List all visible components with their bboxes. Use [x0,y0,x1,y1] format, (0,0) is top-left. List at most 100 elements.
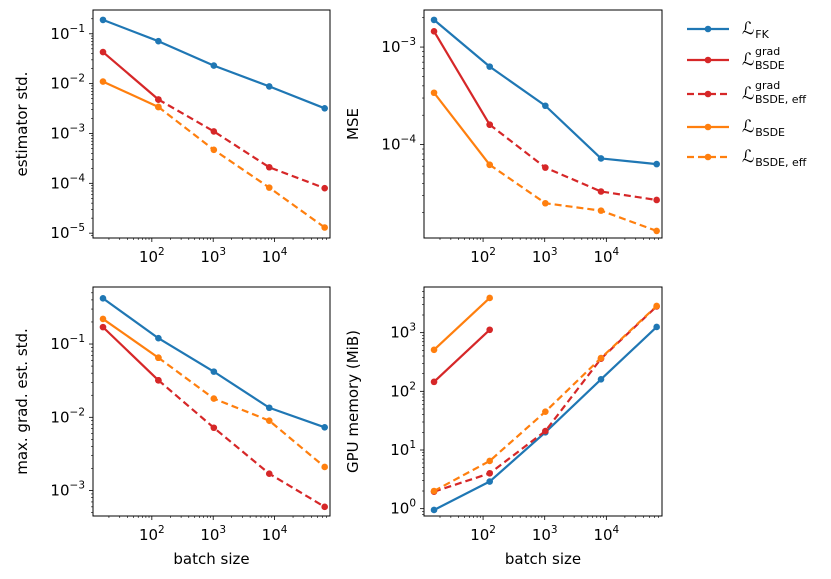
x-axis-label: batch size [505,550,581,568]
data-point-L_FK [542,102,549,110]
data-point-L_BSDE_grad_eff [542,427,549,435]
legend-marker [704,56,712,64]
y-tick-label: 100 [390,498,416,518]
legend-entry: ℒgrad BSDE [687,45,785,72]
y-tick-label: 10−4 [381,134,416,154]
data-point-L_BSDE_grad [486,326,493,334]
series-line-L_BSDE [102,318,160,359]
data-point-L_FK [155,37,162,45]
series-group [430,16,660,235]
x-tick-label: 102 [139,524,165,544]
series-line-L_BSDE [102,80,159,108]
data-point-L_FK [653,323,660,331]
series-group [99,295,328,511]
data-point-L_BSDE_eff [321,463,328,471]
data-point-L_BSDE_grad [430,28,438,35]
minor-ticks [422,17,659,240]
data-point-L_FK [486,478,493,485]
data-point-L_BSDE_grad [99,48,107,56]
series-line-L_BSDE_grad_eff [489,123,657,202]
data-point-L_BSDE_eff [155,354,162,362]
data-point-L_BSDE_grad_eff [542,164,549,171]
y-axis-label: GPU memory (MiB) [344,330,362,473]
data-point-L_FK [265,404,273,412]
y-axis-label: estimator std. [13,72,31,177]
x-tick-label: 104 [593,524,619,544]
y-tick-label: 10−3 [50,122,85,142]
data-point-L_BSDE_eff [210,395,218,402]
x-tick-label: 103 [532,246,558,266]
legend-label: ℒBSDE [742,117,785,139]
series-line-L_BSDE_eff [157,106,326,229]
series-line-L_BSDE_grad [433,328,491,383]
y-axis-label: max. grad. est. std. [13,328,31,475]
series-line-L_BSDE [433,92,491,166]
data-point-L_BSDE_grad_eff [653,196,660,204]
legend-label: ℒBSDE, eff [742,147,807,169]
data-point-L_FK [597,376,605,383]
x-tick-label: 102 [470,246,496,266]
y-tick-label: 103 [390,322,416,342]
legend: ℒFK ℒgrad BSDE ℒgrad BSDE, eff ℒBSDE ℒBSDE, ef… [687,19,807,169]
data-point-L_BSDE_eff [653,302,660,310]
data-point-L_BSDE_grad_eff [210,424,218,432]
x-tick-label: 103 [532,524,558,544]
data-point-L_BSDE_grad_eff [597,188,605,195]
data-point-L_BSDE_grad_eff [321,184,328,192]
data-point-L_BSDE_eff [486,161,493,169]
data-point-L_BSDE_eff [597,354,605,362]
data-point-L_FK [321,104,328,112]
y-tick-label: 10−5 [50,222,85,242]
data-point-L_FK [155,334,162,342]
series-line-L_BSDE_eff [433,305,658,492]
data-point-L_BSDE_grad_eff [265,163,273,171]
data-point-L_BSDE_grad [430,378,438,386]
legend-label: ℒFK [742,19,770,41]
data-point-L_BSDE_eff [265,184,273,191]
data-point-L_FK [210,368,218,375]
legend-marker [704,153,712,161]
data-point-L_BSDE_eff [210,146,218,154]
series-line-L_BSDE_grad [102,51,160,101]
series-group [430,294,660,514]
legend-entry: ℒFK [687,19,770,41]
data-point-L_BSDE_eff [542,408,549,415]
subplot-2: 102 103 104 10−4 10−3 MSE [344,9,663,266]
series-line-L_FK [433,326,658,511]
legend-label: ℒgrad BSDE, eff [742,79,807,106]
subplot-1: 102 103 104 10−5 10−4 10−3 10−2 10−1 estimator s… [13,9,331,266]
data-point-L_BSDE_eff [597,207,605,214]
y-tick-label: 101 [390,439,416,459]
data-point-L_FK [430,16,438,24]
x-axis-label: batch size [173,550,249,568]
series-line-L_BSDE_eff [489,163,658,232]
data-point-L_BSDE [99,315,107,323]
axes-frame [423,286,663,517]
data-point-L_BSDE_eff [542,199,549,207]
series-line-L_FK [433,19,657,166]
y-tick-label: 10−1 [50,23,85,43]
series-group [99,16,328,231]
subplot-3: 102 103 104 10−3 10−2 10−1 max. grad. est. std… [13,286,331,568]
x-tick-label: 103 [200,524,226,544]
legend-entry: ℒBSDE, eff [687,147,807,169]
legend-label: ℒgrad BSDE [742,45,785,72]
data-point-L_BSDE_eff [155,103,162,111]
series-line-L_BSDE_grad_eff [157,98,326,190]
y-tick-label: 10−1 [50,333,85,353]
data-point-L_FK [430,506,438,514]
x-tick-label: 103 [200,246,226,266]
data-point-L_BSDE_eff [265,417,273,424]
axes-frame [423,9,663,239]
series-line-L_BSDE_grad_eff [157,379,326,508]
series-line-L_BSDE_grad_eff [433,305,658,493]
data-point-L_BSDE_grad_eff [321,503,328,511]
data-point-L_FK [210,62,218,69]
data-point-L_BSDE [99,78,107,85]
legend-entry: ℒgrad BSDE, eff [687,79,807,106]
data-point-L_FK [597,155,605,162]
x-tick-label: 104 [262,246,288,266]
data-point-L_BSDE_grad_eff [155,376,162,384]
legend-marker [704,90,712,98]
data-point-L_BSDE [430,89,438,97]
